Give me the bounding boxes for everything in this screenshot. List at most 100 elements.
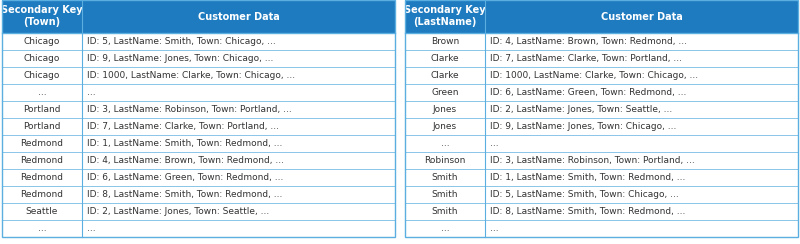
Text: ID: 3, LastName: Robinson, Town: Portland, ...: ID: 3, LastName: Robinson, Town: Portlan… [490,156,694,165]
Bar [405,186,485,203]
Text: (Town): (Town) [23,17,61,27]
Bar [2,152,82,169]
Text: ID: 6, LastName: Green, Town: Redmond, ...: ID: 6, LastName: Green, Town: Redmond, .… [490,88,686,97]
Bar [405,0,798,33]
Text: ...: ... [38,224,46,233]
Bar [485,50,798,67]
Bar [82,152,395,169]
Text: Secondary Key: Secondary Key [1,5,83,15]
Text: Secondary Key: Secondary Key [404,5,486,15]
Bar [2,67,82,84]
Bar [2,220,82,237]
Bar [405,135,485,152]
Text: ID: 1, LastName: Smith, Town: Redmond, ...: ID: 1, LastName: Smith, Town: Redmond, .… [490,173,686,182]
Bar [485,169,798,186]
Bar [405,118,485,135]
Text: ID: 8, LastName: Smith, Town: Redmond, ...: ID: 8, LastName: Smith, Town: Redmond, .… [87,190,282,199]
Bar [2,0,395,33]
Bar [2,135,82,152]
Text: Jones: Jones [433,122,457,131]
Text: Chicago: Chicago [24,71,60,80]
Bar [82,101,395,118]
Bar [82,203,395,220]
Bar [485,152,798,169]
Text: ID: 2, LastName: Jones, Town: Seattle, ...: ID: 2, LastName: Jones, Town: Seattle, .… [87,207,270,216]
Bar [485,101,798,118]
Bar [405,33,485,50]
Text: Smith: Smith [432,190,458,199]
Bar [405,67,485,84]
Text: ID: 7, LastName: Clarke, Town: Portland, ...: ID: 7, LastName: Clarke, Town: Portland,… [87,122,279,131]
Text: ID: 9, LastName: Jones, Town: Chicago, ...: ID: 9, LastName: Jones, Town: Chicago, .… [87,54,274,63]
Bar [2,84,82,101]
Bar [82,118,395,135]
Text: Chicago: Chicago [24,37,60,46]
Bar [82,169,395,186]
Bar [485,33,798,50]
Text: Portland: Portland [23,105,61,114]
Text: ...: ... [490,224,498,233]
Bar [405,169,485,186]
Bar [2,169,82,186]
Text: Redmond: Redmond [21,156,63,165]
Text: ...: ... [441,139,450,148]
Bar [485,220,798,237]
Bar [405,84,485,101]
Bar [2,203,82,220]
Bar [485,135,798,152]
Bar [405,0,798,237]
Bar [2,186,82,203]
Bar [405,220,485,237]
Bar [82,67,395,84]
Bar [485,118,798,135]
Text: ID: 5, LastName: Smith, Town: Chicago, ...: ID: 5, LastName: Smith, Town: Chicago, .… [87,37,276,46]
Text: ID: 1, LastName: Smith, Town: Redmond, ...: ID: 1, LastName: Smith, Town: Redmond, .… [87,139,282,148]
Bar [2,118,82,135]
Text: ID: 3, LastName: Robinson, Town: Portland, ...: ID: 3, LastName: Robinson, Town: Portlan… [87,105,292,114]
Bar [2,0,395,237]
Text: Redmond: Redmond [21,139,63,148]
Text: Smith: Smith [432,173,458,182]
Bar [2,50,82,67]
Bar [82,135,395,152]
Text: Redmond: Redmond [21,173,63,182]
Bar [405,101,485,118]
Bar [82,186,395,203]
Bar [405,152,485,169]
Bar [82,33,395,50]
Bar [405,203,485,220]
Bar [405,50,485,67]
Bar [82,50,395,67]
Text: Portland: Portland [23,122,61,131]
Text: Redmond: Redmond [21,190,63,199]
Bar [485,203,798,220]
Text: ID: 4, LastName: Brown, Town: Redmond, ...: ID: 4, LastName: Brown, Town: Redmond, .… [87,156,284,165]
Text: Seattle: Seattle [26,207,58,216]
Text: ID: 5, LastName: Smith, Town: Chicago, ...: ID: 5, LastName: Smith, Town: Chicago, .… [490,190,678,199]
Text: ID: 7, LastName: Clarke, Town: Portland, ...: ID: 7, LastName: Clarke, Town: Portland,… [490,54,682,63]
Bar [485,84,798,101]
Text: ...: ... [38,88,46,97]
Text: ID: 1000, LastName: Clarke, Town: Chicago, ...: ID: 1000, LastName: Clarke, Town: Chicag… [490,71,698,80]
Text: ...: ... [87,88,96,97]
Text: Customer Data: Customer Data [601,11,682,21]
Text: ...: ... [87,224,96,233]
Bar [485,67,798,84]
Text: ID: 9, LastName: Jones, Town: Chicago, ...: ID: 9, LastName: Jones, Town: Chicago, .… [490,122,676,131]
Bar [82,220,395,237]
Text: Jones: Jones [433,105,457,114]
Bar [2,33,82,50]
Text: Clarke: Clarke [430,71,459,80]
Text: Green: Green [431,88,458,97]
Text: ID: 6, LastName: Green, Town: Redmond, ...: ID: 6, LastName: Green, Town: Redmond, .… [87,173,283,182]
Text: Customer Data: Customer Data [198,11,279,21]
Text: Brown: Brown [431,37,459,46]
Bar [82,84,395,101]
Text: Smith: Smith [432,207,458,216]
Text: ID: 8, LastName: Smith, Town: Redmond, ...: ID: 8, LastName: Smith, Town: Redmond, .… [490,207,686,216]
Text: Chicago: Chicago [24,54,60,63]
Text: ...: ... [490,139,498,148]
Text: ...: ... [441,224,450,233]
Bar [485,186,798,203]
Text: ID: 4, LastName: Brown, Town: Redmond, ...: ID: 4, LastName: Brown, Town: Redmond, .… [490,37,687,46]
